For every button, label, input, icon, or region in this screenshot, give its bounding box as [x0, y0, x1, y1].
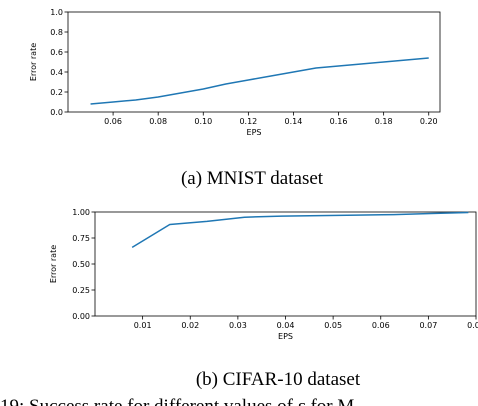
cifar10-xtick-label: 0.04 [277, 321, 295, 330]
caption-cifar10: (b) CIFAR-10 dataset [196, 369, 361, 390]
cifar10-xtick-label: 0.02 [181, 321, 199, 330]
cifar10-xtick-label: 0.05 [324, 321, 342, 330]
mnist-ytick-label: 0.8 [50, 28, 63, 37]
cifar10-ytick-label: 0.00 [72, 312, 90, 321]
cifar10-xtick-label: 0.08 [467, 321, 478, 330]
mnist-xtick-label: 0.12 [239, 117, 257, 126]
mnist-plot-frame [67, 11, 441, 113]
mnist-xtick-label: 0.06 [104, 117, 122, 126]
mnist-ytick-label: 1.0 [50, 8, 63, 17]
cifar10-xaxis-label: EPS [278, 332, 293, 341]
cifar10-ytick-label: 0.75 [72, 234, 90, 243]
chart-mnist: 0.06 0.08 0.10 0.12 0.14 0.16 0.18 0.20 0.0 0.2 0.… [29, 8, 441, 137]
chart-cifar10: 0.01 0.02 0.03 0.04 0.05 0.06 0.07 0.08 0.00 0.25… [49, 208, 478, 341]
cifar10-yaxis-label: Error rate [49, 245, 58, 283]
cifar10-xtick-label: 0.01 [134, 321, 152, 330]
cifar10-ytick-label: 0.50 [72, 260, 90, 269]
figure-caption-partial: 19: Success rate for different values of… [0, 396, 354, 406]
cifar10-xtick-label: 0.06 [372, 321, 390, 330]
mnist-xtick-label: 0.08 [149, 117, 167, 126]
mnist-xtick-label: 0.20 [420, 117, 438, 126]
caption-mnist: (a) MNIST dataset [181, 168, 324, 189]
cifar10-xtick-label: 0.03 [229, 321, 247, 330]
mnist-xtick-label: 0.10 [194, 117, 212, 126]
mnist-ytick-label: 0.0 [50, 108, 63, 117]
cifar10-xtick-label: 0.07 [419, 321, 437, 330]
mnist-yaxis-label: Error rate [29, 43, 38, 81]
mnist-series-line [90, 57, 429, 105]
mnist-xtick-label: 0.14 [285, 117, 303, 126]
cifar10-series-line [131, 211, 469, 249]
cifar10-ytick-label: 0.25 [72, 286, 90, 295]
mnist-xtick-label: 0.16 [330, 117, 348, 126]
mnist-ytick-label: 0.2 [50, 88, 63, 97]
mnist-ytick-label: 0.6 [50, 48, 63, 57]
mnist-xtick-label: 0.18 [375, 117, 393, 126]
mnist-ytick-label: 0.4 [50, 68, 63, 77]
cifar10-plot-frame [94, 211, 477, 317]
cifar10-ytick-label: 1.00 [72, 208, 90, 217]
mnist-xaxis-label: EPS [247, 128, 262, 137]
